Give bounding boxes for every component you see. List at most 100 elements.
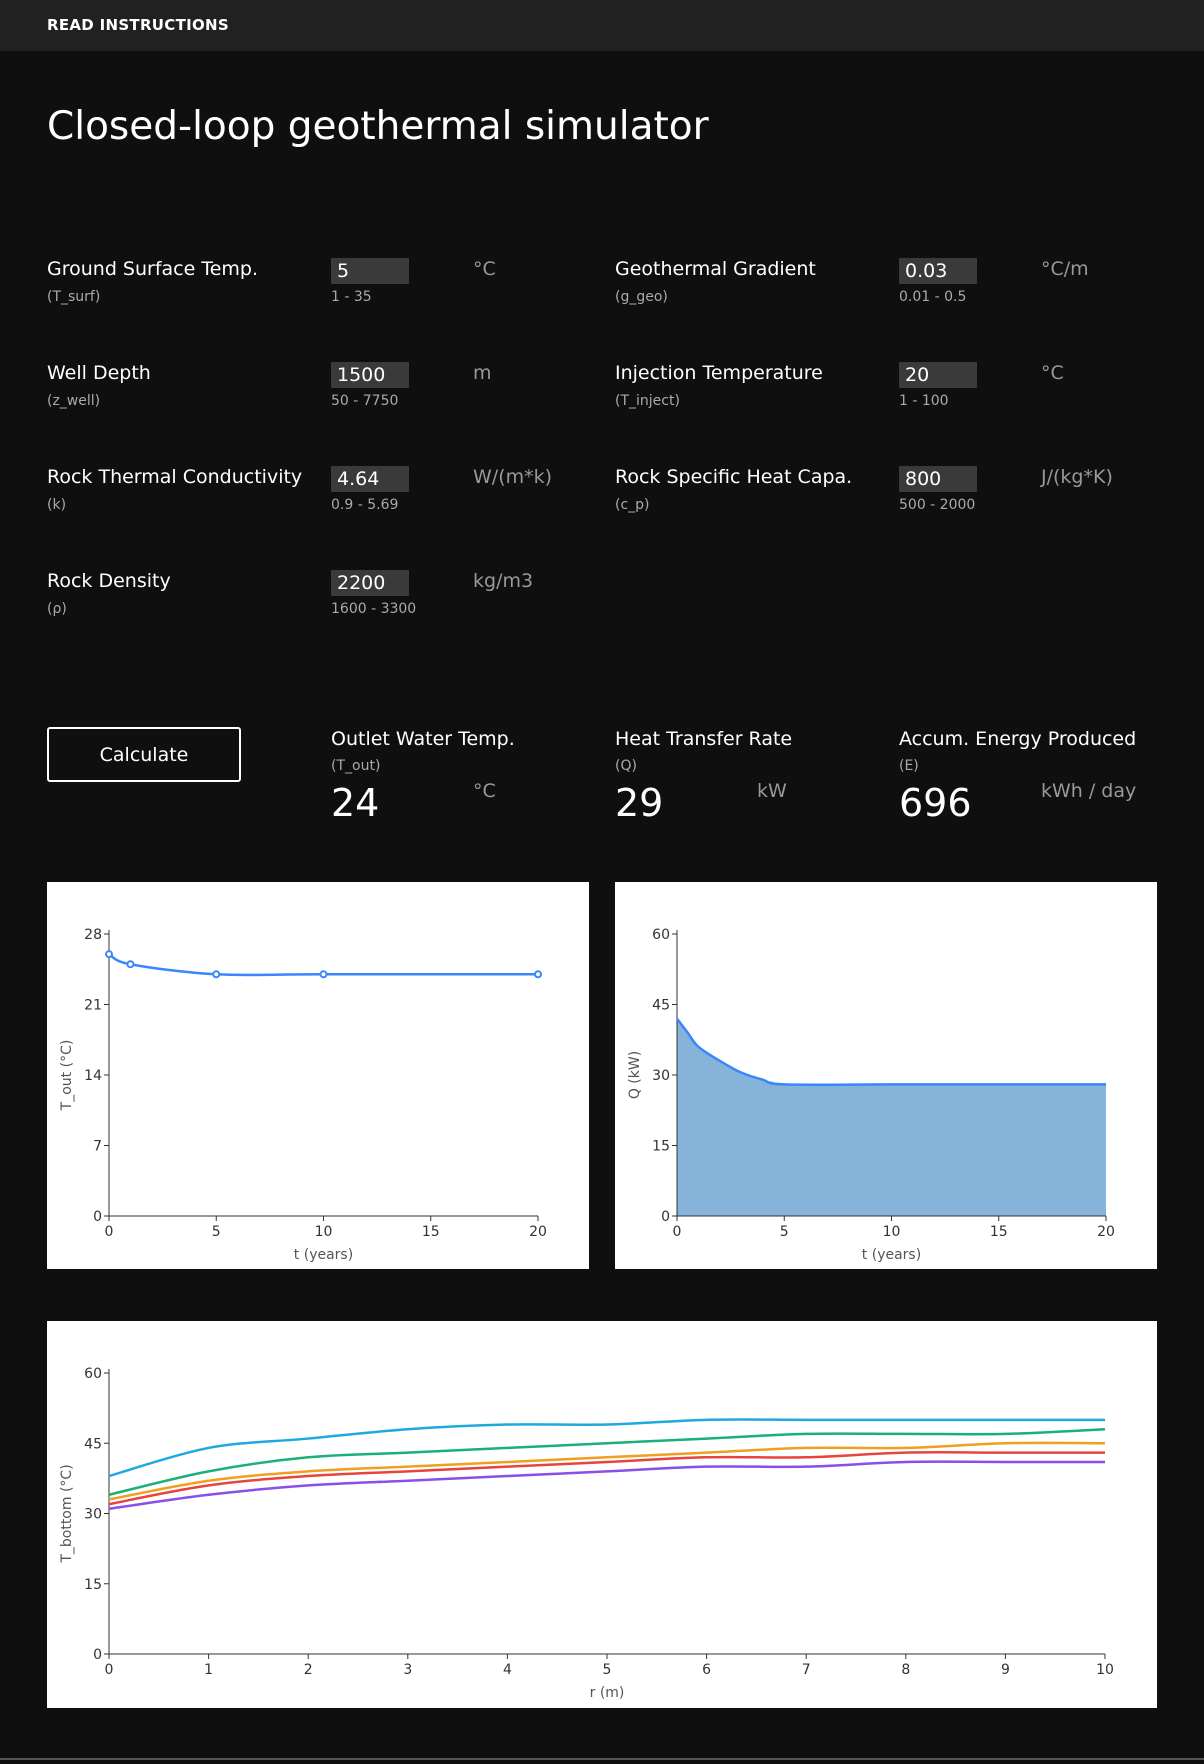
series-line xyxy=(108,1460,1105,1511)
param-unit: W/(m*k) xyxy=(473,466,553,488)
series-line xyxy=(108,1451,1105,1506)
output-unit: kWh / day xyxy=(1041,780,1137,802)
t-bottom-chart: 0 15 30 45 60 0 1 2 3 4 5 6 7 8 9 10 r (m) T_bottom (°C) xyxy=(47,1321,1157,1708)
k-input[interactable] xyxy=(331,466,409,492)
y-tick-label: 14 xyxy=(84,1068,102,1084)
y-tick-label: 30 xyxy=(84,1507,102,1523)
q-chart-svg: 0 15 30 45 60 0 5 10 15 20 t (years) Q (kW) xyxy=(627,927,1115,1263)
page-title: Closed-loop geothermal simulator xyxy=(47,104,709,149)
param-range: 1 - 100 xyxy=(899,393,949,409)
param-symbol: (c_p) xyxy=(615,497,650,513)
y-axis-title: T_out (°C) xyxy=(59,1040,75,1112)
output-label: Heat Transfer Rate xyxy=(615,728,793,750)
x-tick-label: 10 xyxy=(883,1224,901,1240)
param-symbol: (g_geo) xyxy=(615,289,668,305)
x-tick-label: 10 xyxy=(1096,1662,1114,1678)
param-range: 50 - 7750 xyxy=(331,393,399,409)
c-p-input[interactable] xyxy=(899,466,977,492)
t-out-chart-svg: 0 7 14 21 28 0 5 10 15 20 t (years) T_out (°C) xyxy=(59,927,547,1263)
x-tick-label: 2 xyxy=(304,1662,313,1678)
bottom-divider xyxy=(0,1758,1204,1760)
param-range: 0.01 - 0.5 xyxy=(899,289,967,305)
top-bar: READ INSTRUCTIONS xyxy=(0,0,1204,51)
x-tick-label: 5 xyxy=(603,1662,612,1678)
series-line xyxy=(676,1017,1106,1086)
param-range: 1 - 35 xyxy=(331,289,372,305)
x-tick-label: 5 xyxy=(780,1224,789,1240)
x-tick-label: 5 xyxy=(212,1224,221,1240)
param-label: Ground Surface Temp. xyxy=(47,258,259,280)
param-unit: °C/m xyxy=(1041,258,1089,280)
area-fill xyxy=(677,1018,1106,1216)
x-tick-label: 4 xyxy=(503,1662,512,1678)
output-symbol: (Q) xyxy=(615,758,637,774)
param-symbol: (T_surf) xyxy=(47,289,101,305)
data-point xyxy=(319,970,328,979)
y-tick-label: 0 xyxy=(661,1209,670,1225)
output-label: Accum. Energy Produced xyxy=(899,728,1137,750)
output-label: Outlet Water Temp. xyxy=(331,728,515,750)
t-inject-input[interactable] xyxy=(899,362,977,388)
x-tick-label: 0 xyxy=(673,1224,682,1240)
param-range: 0.9 - 5.69 xyxy=(331,497,399,513)
x-tick-label: 6 xyxy=(702,1662,711,1678)
param-label: Rock Specific Heat Capa. xyxy=(615,466,853,488)
series-line xyxy=(108,1427,1106,1496)
y-axis-title: T_bottom (°C) xyxy=(59,1464,75,1563)
output-value: 29 xyxy=(615,781,664,825)
g-geo-input[interactable] xyxy=(899,258,977,284)
y-tick-label: 0 xyxy=(93,1647,102,1663)
output-symbol: (E) xyxy=(899,758,919,774)
y-tick-label: 45 xyxy=(84,1436,102,1452)
param-unit: kg/m3 xyxy=(473,570,534,592)
y-tick-label: 30 xyxy=(652,1068,670,1084)
t-out-chart: 0 7 14 21 28 0 5 10 15 20 t (years) T_out (°C) xyxy=(47,882,589,1269)
output-unit: °C xyxy=(473,780,496,802)
y-tick-label: 15 xyxy=(652,1139,670,1155)
param-symbol: (T_inject) xyxy=(615,393,680,409)
data-point xyxy=(105,950,113,959)
x-tick-label: 3 xyxy=(403,1662,412,1678)
x-tick-label: 20 xyxy=(529,1224,547,1240)
y-tick-label: 15 xyxy=(84,1577,102,1593)
y-tick-label: 21 xyxy=(84,998,102,1014)
param-label: Well Depth xyxy=(47,362,151,384)
y-tick-label: 60 xyxy=(652,927,670,943)
z-well-input[interactable] xyxy=(331,362,409,388)
param-label: Geothermal Gradient xyxy=(615,258,816,280)
param-unit: °C xyxy=(473,258,496,280)
series-line xyxy=(108,1418,1105,1478)
param-unit: °C xyxy=(1041,362,1064,384)
data-point xyxy=(534,970,542,979)
x-tick-label: 9 xyxy=(1001,1662,1010,1678)
x-tick-label: 0 xyxy=(105,1224,114,1240)
y-tick-label: 45 xyxy=(652,998,670,1014)
y-tick-label: 28 xyxy=(84,927,102,943)
param-label: Rock Thermal Conductivity xyxy=(47,466,303,488)
y-tick-label: 0 xyxy=(93,1209,102,1225)
y-tick-label: 7 xyxy=(93,1139,102,1155)
param-label: Rock Density xyxy=(47,570,171,592)
x-tick-label: 10 xyxy=(315,1224,333,1240)
rho-input[interactable] xyxy=(331,570,409,596)
x-tick-label: 15 xyxy=(990,1224,1008,1240)
t-surf-input[interactable] xyxy=(331,258,409,284)
calculate-button[interactable]: Calculate xyxy=(47,727,241,782)
param-unit: J/(kg*K) xyxy=(1041,466,1113,488)
param-symbol: (ρ) xyxy=(47,601,67,617)
param-label: Injection Temperature xyxy=(615,362,823,384)
q-chart: 0 15 30 45 60 0 5 10 15 20 t (years) Q (kW) xyxy=(615,882,1157,1269)
data-point xyxy=(126,960,135,969)
param-range: 1600 - 3300 xyxy=(331,601,417,617)
x-tick-label: 0 xyxy=(105,1662,114,1678)
x-axis-title: t (years) xyxy=(294,1247,353,1263)
x-tick-label: 20 xyxy=(1097,1224,1115,1240)
param-range: 500 - 2000 xyxy=(899,497,976,513)
data-point xyxy=(212,970,221,979)
read-instructions-link[interactable]: READ INSTRUCTIONS xyxy=(47,16,230,34)
param-symbol: (z_well) xyxy=(47,393,101,409)
output-symbol: (T_out) xyxy=(331,758,381,774)
output-value: 24 xyxy=(331,781,380,825)
